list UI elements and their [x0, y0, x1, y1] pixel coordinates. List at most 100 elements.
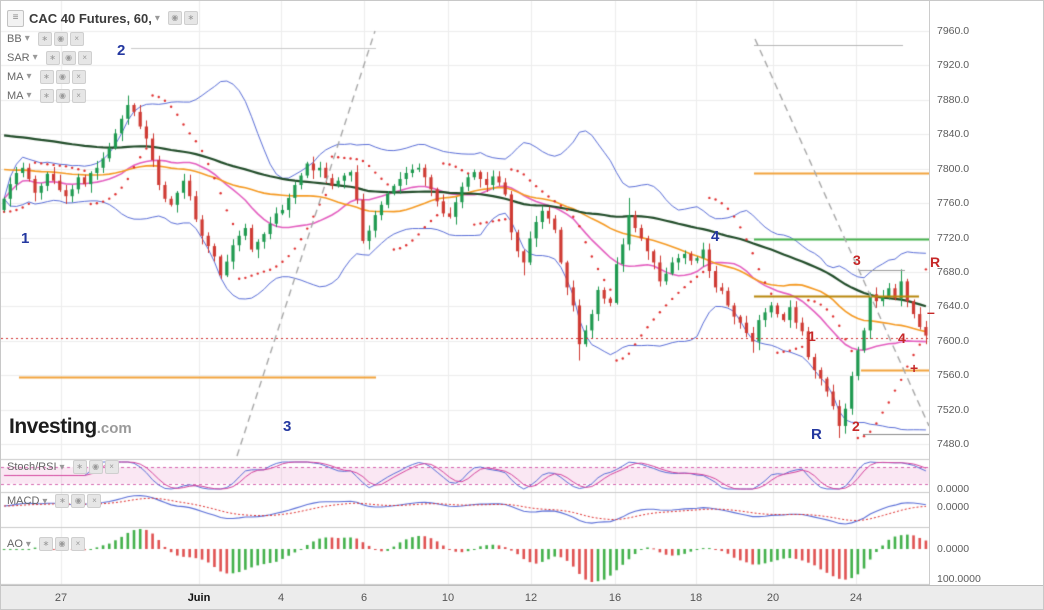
remove-icon[interactable]: ×: [70, 537, 85, 551]
wave-label-blue[interactable]: R: [811, 426, 822, 443]
settings-icon[interactable]: ∗: [38, 537, 53, 551]
chevron-down-icon[interactable]: ▾: [26, 90, 32, 101]
visibility-icon[interactable]: ◉: [61, 50, 76, 65]
wave-label-blue[interactable]: 3: [283, 418, 292, 435]
panel-axis-label: 0.0000: [937, 483, 970, 495]
panel-legend-stoch-rsi: Stoch/RSI ▾ ∗ ◉ ×: [7, 460, 119, 474]
wave-label-blue[interactable]: 1: [21, 230, 30, 247]
time-axis-label: 16: [608, 592, 622, 604]
price-axis-label: 7720.0: [937, 231, 970, 244]
chart-menu-icon[interactable]: ≡: [7, 9, 24, 27]
price-axis-label: 7640.0: [937, 300, 970, 313]
visibility-icon[interactable]: ◉: [167, 11, 182, 25]
chevron-down-icon[interactable]: ▾: [154, 12, 160, 24]
panel-label-macd[interactable]: MACD: [7, 495, 40, 507]
wave-label-red[interactable]: 4: [898, 330, 906, 346]
title-buttons: ◉ ∗: [166, 11, 198, 25]
wave-label-red[interactable]: 1: [808, 328, 816, 344]
visibility-icon[interactable]: ◉: [55, 69, 70, 84]
visibility-icon[interactable]: ◉: [54, 537, 69, 551]
price-axis-label: 7680.0: [937, 265, 970, 278]
remove-icon[interactable]: ×: [69, 31, 84, 46]
indicator-buttons: ∗ ◉ ×: [44, 50, 92, 65]
price-axis-label: 7840.0: [937, 128, 970, 141]
chevron-down-icon[interactable]: ▾: [59, 461, 65, 473]
settings-icon[interactable]: ∗: [55, 494, 70, 508]
remove-icon[interactable]: ×: [87, 494, 102, 508]
wave-label-blue[interactable]: 2: [117, 42, 126, 59]
indicator-row-bb: BB ▾ ∗ ◉ ×: [7, 29, 198, 48]
indicator-row-ma2: MA ▾ ∗ ◉ ×: [7, 86, 198, 105]
settings-icon[interactable]: ∗: [183, 11, 198, 25]
chevron-down-icon[interactable]: ▾: [24, 33, 30, 44]
settings-icon[interactable]: ∗: [39, 69, 54, 84]
price-axis-label: 7480.0: [937, 438, 970, 450]
wave-label-red[interactable]: +: [910, 360, 919, 376]
settings-icon[interactable]: ∗: [72, 460, 87, 474]
panel-legend-ao: AO ▾ ∗ ◉ ×: [7, 537, 85, 551]
remove-icon[interactable]: ×: [104, 460, 119, 474]
indicator-label-sar[interactable]: SAR: [7, 51, 30, 64]
settings-icon[interactable]: ∗: [37, 31, 52, 46]
logo-suffix: .com: [96, 420, 132, 437]
remove-icon[interactable]: ×: [77, 50, 92, 65]
legend: ≡ CAC 40 Futures, 60, ▾ ◉ ∗ BB ▾ ∗ ◉ × SAR …: [7, 7, 198, 105]
indicator-buttons: ∗ ◉ ×: [38, 69, 86, 84]
wave-label-red[interactable]: 3: [853, 252, 861, 268]
time-axis-label: 12: [524, 592, 538, 604]
settings-icon[interactable]: ∗: [39, 88, 54, 103]
price-axis-label: 7960.0: [937, 25, 970, 37]
panel-buttons: ∗ ◉ ×: [71, 460, 119, 474]
panel-buttons: ∗ ◉ ×: [53, 494, 102, 508]
remove-icon[interactable]: ×: [71, 69, 86, 84]
indicator-row-sar: SAR ▾ ∗ ◉ ×: [7, 48, 198, 67]
time-axis-label: 6: [360, 592, 368, 604]
chart-title-row: ≡ CAC 40 Futures, 60, ▾ ◉ ∗: [7, 7, 198, 29]
chevron-down-icon[interactable]: ▾: [42, 495, 48, 507]
visibility-icon[interactable]: ◉: [55, 88, 70, 103]
indicator-label-ma[interactable]: MA: [7, 89, 24, 102]
panel-axis-label: 0.0000: [937, 501, 970, 513]
time-axis-label: 24: [849, 592, 863, 604]
visibility-icon[interactable]: ◉: [71, 494, 86, 508]
visibility-icon[interactable]: ◉: [53, 31, 68, 46]
logo-text: Investing: [9, 415, 97, 438]
indicator-label-ma[interactable]: MA: [7, 70, 24, 83]
settings-icon[interactable]: ∗: [45, 50, 60, 65]
wave-label-red[interactable]: 2: [852, 418, 860, 434]
chevron-down-icon[interactable]: ▾: [25, 538, 31, 550]
price-chart-canvas[interactable]: [1, 1, 929, 585]
price-axis-label: 7920.0: [937, 59, 970, 72]
indicator-row-ma1: MA ▾ ∗ ◉ ×: [7, 67, 198, 86]
price-axis-label: 7520.0: [937, 403, 970, 416]
panel-legend-macd: MACD ▾ ∗ ◉ ×: [7, 494, 102, 508]
indicator-buttons: ∗ ◉ ×: [36, 31, 84, 46]
panel-axis-label: 100.0000: [937, 573, 981, 585]
investing-logo: Investing.com: [9, 415, 132, 439]
chart-title: CAC 40 Futures, 60,: [29, 10, 152, 26]
time-axis[interactable]: 27 Juin 4 6 10 12 16 18 20 24: [1, 585, 1043, 609]
time-axis-label: Juin: [187, 592, 211, 604]
wave-label-red[interactable]: R: [930, 254, 941, 270]
remove-icon[interactable]: ×: [71, 88, 86, 103]
price-axis-label: 7800.0: [937, 162, 970, 175]
panel-label-ao[interactable]: AO: [7, 538, 23, 550]
panel-label-stoch-rsi[interactable]: Stoch/RSI: [7, 461, 57, 473]
panel-buttons: ∗ ◉ ×: [37, 537, 85, 551]
price-axis-label: 7560.0: [937, 369, 970, 382]
price-axis-label: 7600.0: [937, 334, 970, 347]
visibility-icon[interactable]: ◉: [88, 460, 103, 474]
time-axis-label: 4: [277, 592, 285, 604]
wave-label-blue[interactable]: 4: [711, 228, 720, 245]
time-axis-label: 18: [689, 592, 703, 604]
price-axis[interactable]: 7960.0 7920.0 7880.0 7840.0 7800.0 7760.0 7720…: [929, 1, 1043, 585]
chevron-down-icon[interactable]: ▾: [32, 52, 38, 63]
indicator-label-bb[interactable]: BB: [7, 32, 22, 45]
chevron-down-icon[interactable]: ▾: [26, 71, 32, 82]
wave-label-red[interactable]: –: [927, 304, 935, 320]
price-axis-label: 7760.0: [937, 197, 970, 210]
time-axis-label: 20: [766, 592, 780, 604]
panel-axis-label: 0.0000: [937, 543, 970, 555]
